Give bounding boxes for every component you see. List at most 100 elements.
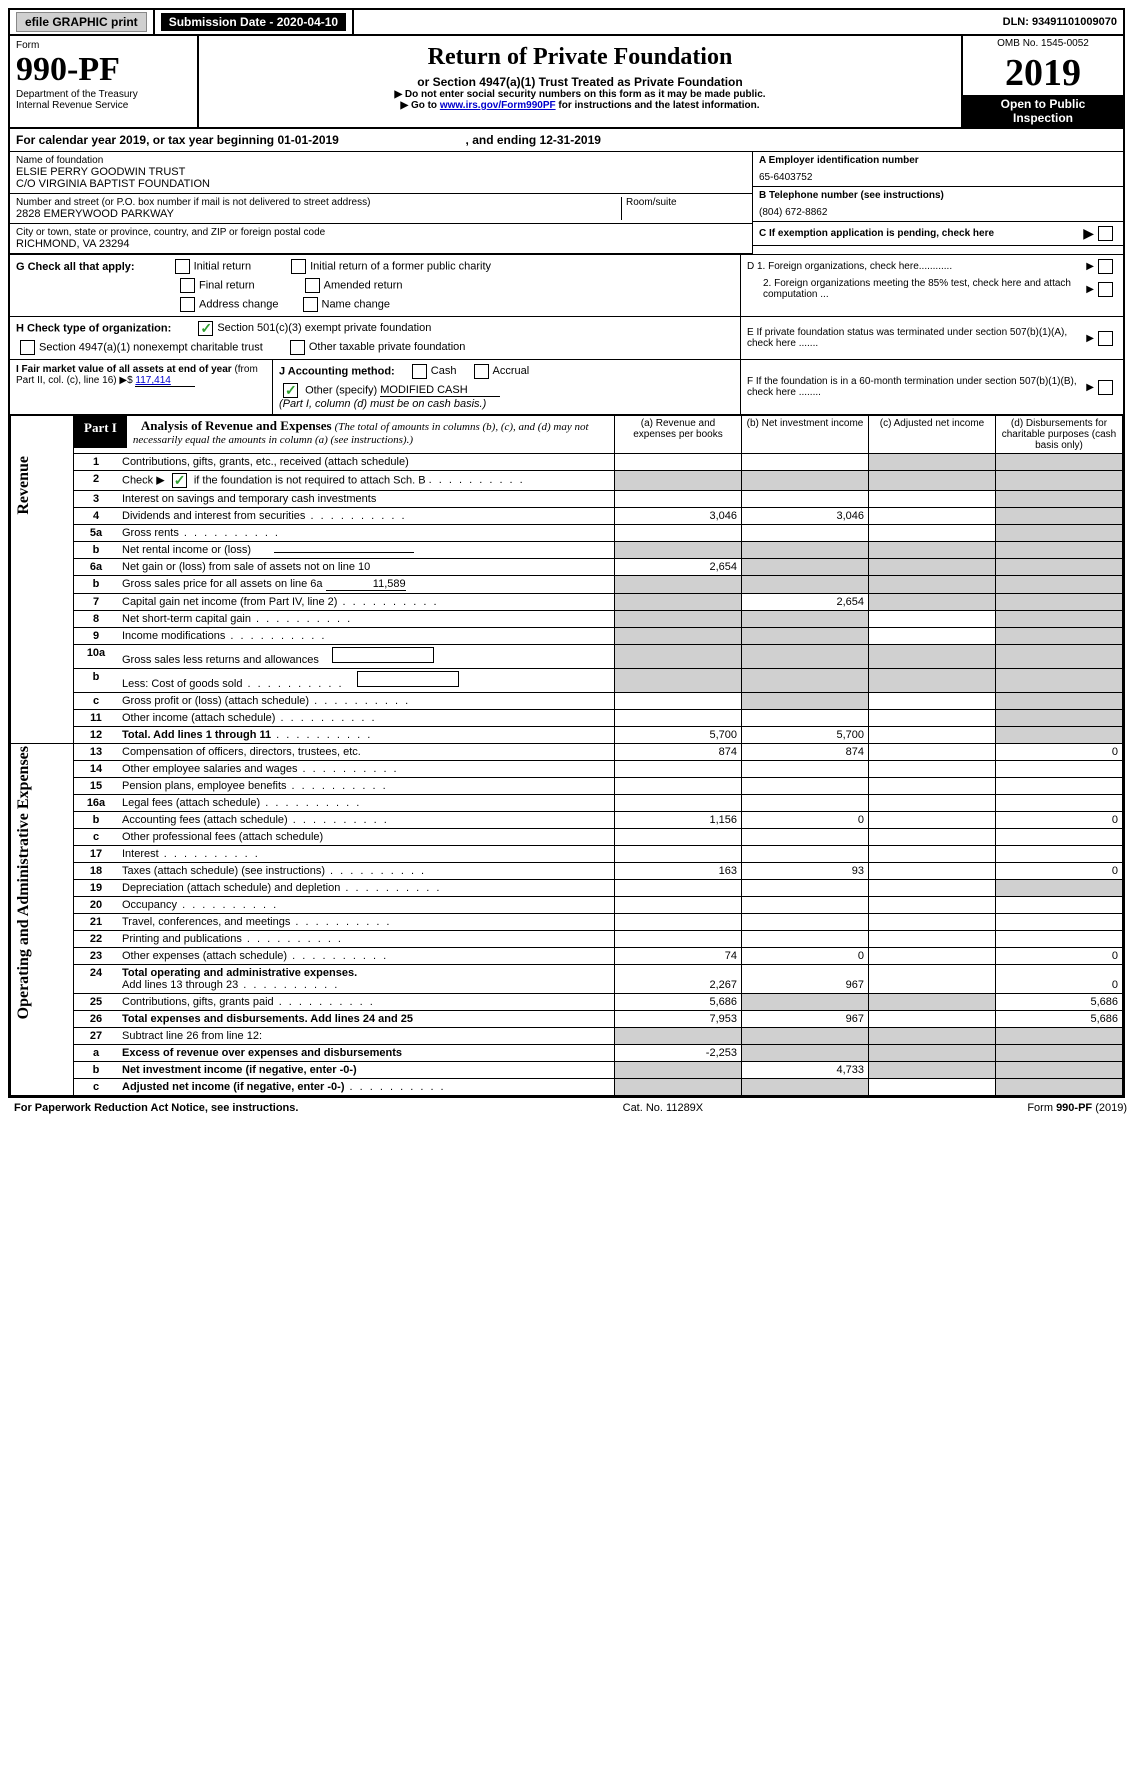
table-row: a Excess of revenue over expenses and di… bbox=[11, 1045, 1123, 1062]
row-num: b bbox=[74, 812, 119, 829]
irs-link[interactable]: www.irs.gov/Form990PF bbox=[440, 100, 556, 111]
row-num: 6a bbox=[74, 559, 119, 576]
cb-sch-b[interactable] bbox=[172, 473, 187, 488]
form-title: Return of Private Foundation bbox=[203, 44, 957, 71]
c-checkbox[interactable] bbox=[1098, 226, 1113, 241]
cell-val: 0 bbox=[996, 948, 1123, 965]
room-label: Room/suite bbox=[626, 197, 746, 208]
j-label: J Accounting method: bbox=[279, 365, 395, 377]
row-desc: Net investment income (if negative, ente… bbox=[122, 1064, 357, 1076]
row-num: 10a bbox=[74, 645, 119, 669]
table-row: 27 Subtract line 26 from line 12: bbox=[11, 1028, 1123, 1045]
row-num: 17 bbox=[74, 846, 119, 863]
cb-other-tax[interactable] bbox=[290, 340, 305, 355]
cell-val: 0 bbox=[996, 965, 1123, 994]
goto-post: for instructions and the latest informat… bbox=[556, 100, 760, 111]
cell-val: 0 bbox=[996, 744, 1123, 761]
omb: OMB No. 1545-0052 bbox=[963, 36, 1123, 51]
row-num: 24 bbox=[74, 965, 119, 994]
cell-val: 5,686 bbox=[615, 994, 742, 1011]
table-row: 22 Printing and publications bbox=[11, 931, 1123, 948]
cell-val: 74 bbox=[615, 948, 742, 965]
row-desc: Gross sales price for all assets on line… bbox=[122, 578, 323, 590]
efile-button[interactable]: efile GRAPHIC print bbox=[16, 12, 147, 32]
cell-val: 2,654 bbox=[615, 559, 742, 576]
cb-initial-former[interactable] bbox=[291, 259, 306, 274]
row-desc: Subtract line 26 from line 12: bbox=[118, 1028, 615, 1045]
d1-checkbox[interactable] bbox=[1098, 259, 1113, 274]
lbl-initial: Initial return bbox=[194, 260, 251, 272]
g-label: G Check all that apply: bbox=[16, 261, 135, 273]
cb-501c3[interactable] bbox=[198, 321, 213, 336]
row-desc: Contributions, gifts, grants paid bbox=[122, 996, 274, 1008]
table-row: 12 Total. Add lines 1 through 11 5,700 5… bbox=[11, 727, 1123, 744]
row-num: 19 bbox=[74, 880, 119, 897]
row-desc: Net gain or (loss) from sale of assets n… bbox=[118, 559, 615, 576]
table-row: c Other professional fees (attach schedu… bbox=[11, 829, 1123, 846]
cell-val: -2,253 bbox=[615, 1045, 742, 1062]
top-bar: efile GRAPHIC print Submission Date - 20… bbox=[10, 10, 1123, 34]
lbl-name-change: Name change bbox=[322, 298, 391, 310]
cb-initial[interactable] bbox=[175, 259, 190, 274]
cell-val: 2,267 bbox=[615, 965, 742, 994]
cb-cash[interactable] bbox=[412, 364, 427, 379]
cb-amended[interactable] bbox=[305, 278, 320, 293]
row-desc: Contributions, gifts, grants, etc., rece… bbox=[118, 454, 615, 471]
cb-addr-change[interactable] bbox=[180, 297, 195, 312]
row-desc: Occupancy bbox=[122, 899, 177, 911]
cell-val: 874 bbox=[615, 744, 742, 761]
other-method-value: MODIFIED CASH bbox=[380, 384, 500, 397]
cell-val: 967 bbox=[742, 1011, 869, 1028]
form-header: Form 990-PF Department of the Treasury I… bbox=[10, 34, 1123, 127]
calendar-year-row: For calendar year 2019, or tax year begi… bbox=[10, 127, 1123, 151]
i-value[interactable]: 117,414 bbox=[135, 375, 195, 387]
d2-label: 2. Foreign organizations meeting the 85%… bbox=[747, 278, 1086, 300]
row-num: 23 bbox=[74, 948, 119, 965]
row-num: 20 bbox=[74, 897, 119, 914]
cal-mid: , and ending bbox=[466, 133, 540, 147]
e-checkbox[interactable] bbox=[1098, 331, 1113, 346]
cell-val: 4,733 bbox=[742, 1062, 869, 1079]
table-row: 14 Other employee salaries and wages bbox=[11, 761, 1123, 778]
lbl-other-method: Other (specify) bbox=[305, 384, 377, 396]
cb-name-change[interactable] bbox=[303, 297, 318, 312]
foundation-name-1: ELSIE PERRY GOODWIN TRUST bbox=[16, 166, 746, 178]
table-row: b Accounting fees (attach schedule) 1,15… bbox=[11, 812, 1123, 829]
row-num: c bbox=[74, 693, 119, 710]
table-row: b Gross sales price for all assets on li… bbox=[11, 576, 1123, 594]
cb-final[interactable] bbox=[180, 278, 195, 293]
d2-checkbox[interactable] bbox=[1098, 282, 1113, 297]
table-row: 23 Other expenses (attach schedule) 74 0… bbox=[11, 948, 1123, 965]
row-num: 27 bbox=[74, 1028, 119, 1045]
i-label-pre: I Fair market value of all assets at end… bbox=[16, 364, 234, 375]
row-num: a bbox=[74, 1045, 119, 1062]
col-c-header: (c) Adjusted net income bbox=[869, 415, 996, 454]
row-num: c bbox=[74, 829, 119, 846]
row-num: 7 bbox=[74, 594, 119, 611]
row-desc: Gross rents bbox=[122, 527, 179, 539]
d1-label: D 1. Foreign organizations, check here..… bbox=[747, 261, 1086, 272]
row-num: 9 bbox=[74, 628, 119, 645]
row-num: 1 bbox=[74, 454, 119, 471]
lbl-final: Final return bbox=[199, 279, 255, 291]
row-desc: Travel, conferences, and meetings bbox=[122, 916, 290, 928]
row-desc: Total operating and administrative expen… bbox=[122, 967, 357, 979]
row-desc: Depreciation (attach schedule) and deple… bbox=[122, 882, 340, 894]
cb-accrual[interactable] bbox=[474, 364, 489, 379]
cb-other-method[interactable] bbox=[283, 383, 298, 398]
row-desc: Net short-term capital gain bbox=[122, 613, 251, 625]
lbl-amended: Amended return bbox=[324, 279, 403, 291]
row-num: 5a bbox=[74, 525, 119, 542]
row-num: 21 bbox=[74, 914, 119, 931]
row-num: b bbox=[74, 669, 119, 693]
row-desc: Interest bbox=[122, 848, 159, 860]
city-label: City or town, state or province, country… bbox=[16, 227, 746, 238]
f-checkbox[interactable] bbox=[1098, 380, 1113, 395]
row-num: 15 bbox=[74, 778, 119, 795]
cb-4947[interactable] bbox=[20, 340, 35, 355]
form-subtitle: or Section 4947(a)(1) Trust Treated as P… bbox=[203, 75, 957, 89]
table-row: 16a Legal fees (attach schedule) bbox=[11, 795, 1123, 812]
tax-year: 2019 bbox=[963, 51, 1123, 95]
city-state-zip: RICHMOND, VA 23294 bbox=[16, 238, 746, 250]
row-num: 12 bbox=[74, 727, 119, 744]
